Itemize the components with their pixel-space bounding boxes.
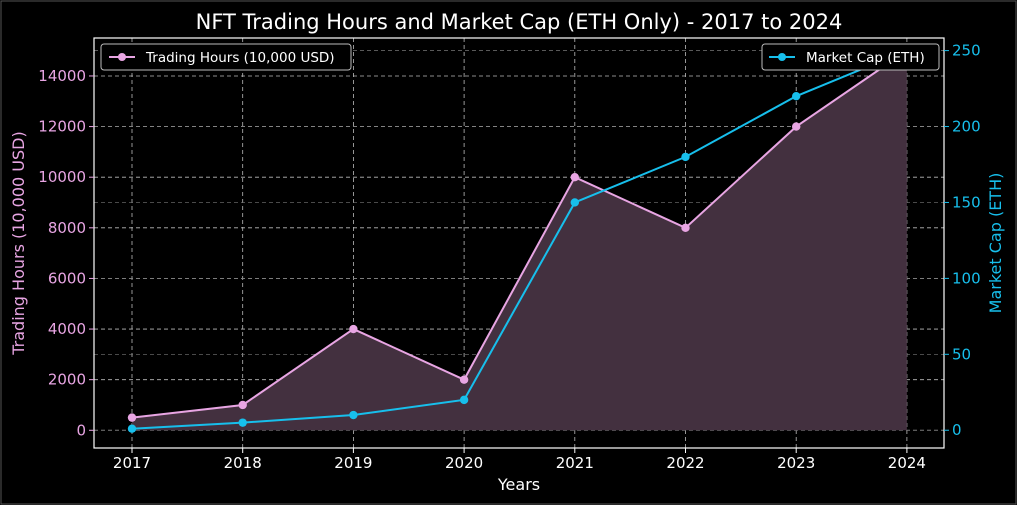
- chart-title: NFT Trading Hours and Market Cap (ETH On…: [196, 10, 843, 34]
- y-left-tick-label: 12000: [38, 118, 86, 136]
- y-left-tick-label: 10000: [38, 168, 86, 186]
- legend-left-label: Trading Hours (10,000 USD): [145, 50, 335, 66]
- x-tick-label: 2022: [666, 454, 704, 472]
- x-tick-label: 2024: [888, 454, 926, 472]
- y-right-tick-label: 200: [952, 118, 981, 136]
- market-cap-point: [792, 91, 801, 101]
- x-tick-label: 2020: [445, 454, 483, 472]
- y-left-tick-label: 2000: [48, 371, 86, 389]
- legend-left: Trading Hours (10,000 USD): [100, 43, 352, 71]
- area-fill-layer: [132, 50, 907, 431]
- x-tick-label: 2018: [224, 454, 262, 472]
- y-left-tick-label: 6000: [48, 269, 86, 287]
- x-tick-label: 2019: [334, 454, 372, 472]
- legend-left-marker: [118, 53, 126, 61]
- market-cap-point: [349, 410, 358, 420]
- legend-right-label: Market Cap (ETH): [806, 50, 925, 66]
- y-right-tick-label: 100: [952, 269, 981, 287]
- trading-hours-point: [349, 324, 358, 334]
- market-cap-point: [681, 152, 690, 162]
- trading-hours-point: [127, 413, 137, 422]
- legend-left-box: [100, 43, 352, 71]
- trading-hours-point: [681, 223, 690, 233]
- x-tick-label: 2017: [113, 454, 151, 472]
- legend-right-box: [761, 43, 940, 71]
- legend-right-marker: [778, 53, 786, 61]
- trading-hours-point: [570, 172, 579, 182]
- y-left-tick-label: 4000: [48, 320, 86, 338]
- market-cap-line: [131, 49, 908, 430]
- y-axis-right-label: Market Cap (ETH): [986, 173, 1005, 314]
- market-cap-point: [459, 395, 469, 405]
- trading-hours-point: [238, 400, 247, 410]
- market-cap-point: [238, 418, 247, 427]
- y-axis-right: 0 50 100 150 200 250: [944, 42, 981, 439]
- y-right-tick-label: 50: [952, 345, 971, 363]
- market-cap-point: [570, 198, 579, 207]
- legend-right: Market Cap (ETH): [761, 43, 940, 71]
- y-left-tick-label: 0: [76, 421, 86, 439]
- y-axis-left-label: Trading Hours (10,000 USD): [9, 131, 28, 356]
- trading-hours-line: [131, 49, 908, 419]
- market-cap-point: [127, 424, 137, 433]
- x-tick-label: 2023: [777, 454, 815, 472]
- trading-hours-point: [459, 375, 469, 384]
- y-left-tick-label: 14000: [38, 67, 86, 85]
- y-left-tick-label: 8000: [48, 219, 86, 237]
- plot-frame: [93, 37, 945, 449]
- x-tick-label: 2021: [556, 454, 594, 472]
- x-axis: 2017 2018 2019 2020 2021 2022 2023 2024: [113, 448, 926, 472]
- y-right-tick-label: 250: [952, 42, 981, 60]
- y-right-tick-label: 150: [952, 193, 981, 211]
- trading-hours-area: [132, 50, 907, 431]
- y-axis-left: 0 2000 4000 6000 8000 10000 12000 14000: [38, 67, 94, 439]
- x-axis-label: Years: [497, 475, 540, 494]
- y-right-tick-label: 0: [952, 421, 962, 439]
- trading-hours-point: [792, 122, 801, 131]
